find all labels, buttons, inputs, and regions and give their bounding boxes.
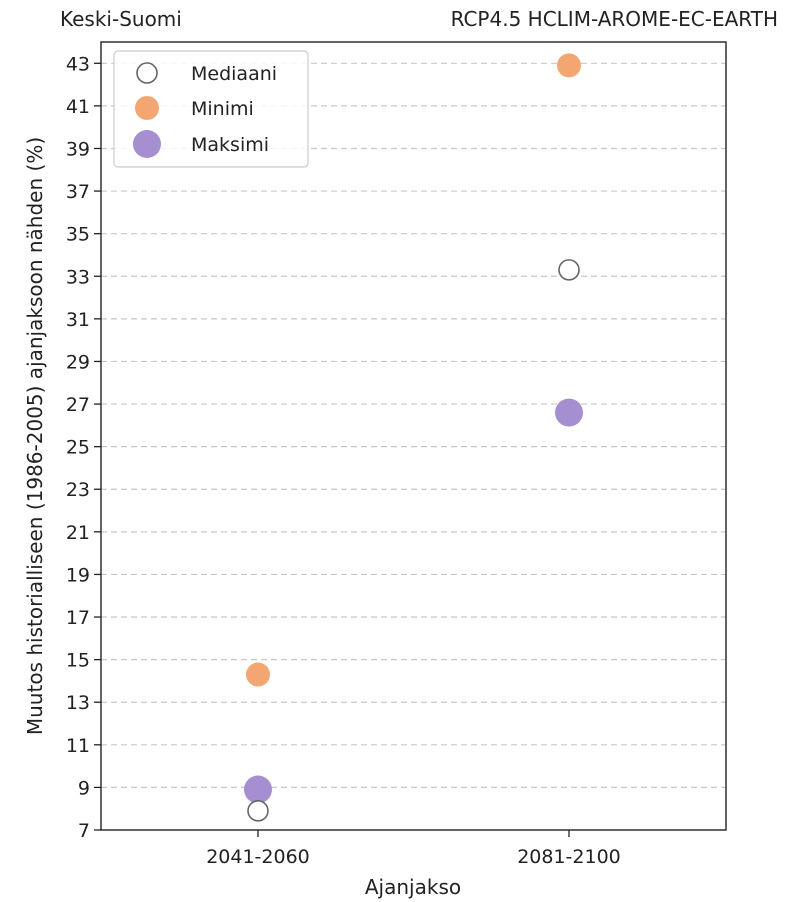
legend-marker-minimi xyxy=(135,96,159,120)
y-tick-label: 11 xyxy=(66,735,90,757)
median-point xyxy=(247,800,269,822)
y-tick-label: 33 xyxy=(66,266,90,288)
x-tick-label: 2041-2060 xyxy=(206,846,310,868)
y-tick-label: 41 xyxy=(66,96,90,118)
y-tick-label: 37 xyxy=(66,181,90,203)
y-tick-label: 27 xyxy=(66,394,90,416)
chart-title-left: Keski-Suomi xyxy=(60,7,182,31)
x-axis-ticks: 2041-2060 2081-2100 xyxy=(206,830,621,868)
legend-label-minimi: Minimi xyxy=(191,98,254,120)
data-points xyxy=(244,53,583,822)
legend-label-maksimi: Maksimi xyxy=(191,134,269,156)
x-axis-label: Ajanjakso xyxy=(365,875,461,899)
legend-frame xyxy=(113,50,309,168)
legend-marker-mediaani xyxy=(136,62,158,84)
y-tick-label: 29 xyxy=(66,351,90,373)
chart-title-right: RCP4.5 HCLIM-AROME-EC-EARTH xyxy=(451,7,778,31)
y-tick-label: 13 xyxy=(66,692,90,714)
legend-label-mediaani: Mediaani xyxy=(191,63,277,85)
y-tick-label: 23 xyxy=(66,479,90,501)
y-tick-label: 39 xyxy=(66,138,90,160)
maximum-point xyxy=(555,398,583,427)
y-tick-label: 43 xyxy=(66,53,90,75)
y-tick-label: 21 xyxy=(66,522,90,544)
minimum-point xyxy=(246,662,270,687)
y-tick-label: 7 xyxy=(78,820,90,842)
maximum-point xyxy=(244,775,272,804)
y-tick-label: 9 xyxy=(78,777,90,799)
plot-area-frame xyxy=(100,41,727,831)
y-tick-label: 25 xyxy=(66,437,90,459)
y-tick-label: 19 xyxy=(66,564,90,586)
median-point xyxy=(558,259,580,281)
y-tick-label: 15 xyxy=(66,650,90,672)
y-tick-label: 17 xyxy=(66,607,90,629)
legend: Mediaani Minimi Maksimi xyxy=(113,50,309,168)
y-axis-label: Muutos historialliseen (1986-2005) ajanj… xyxy=(23,137,47,735)
legend-marker-maksimi xyxy=(133,130,161,158)
minimum-point xyxy=(557,53,581,78)
x-tick-label: 2081-2100 xyxy=(517,846,621,868)
y-axis-ticks: 7 9 11 13 15 17 19 21 23 25 27 29 31 33 35 37 39 41 43 xyxy=(66,53,101,842)
y-tick-label: 35 xyxy=(66,224,90,246)
y-tick-label: 31 xyxy=(66,309,90,331)
gridlines xyxy=(101,62,726,789)
